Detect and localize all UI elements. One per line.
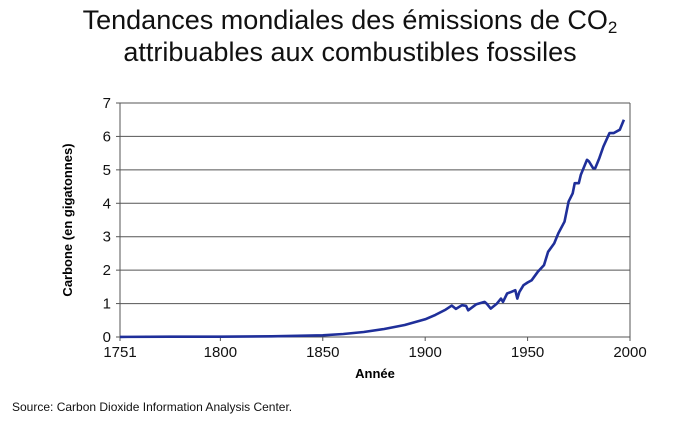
x-tick-label-1751: 1751 [103, 344, 136, 361]
emissions-series-line [119, 119, 626, 339]
y-tick-labels: 0 1 2 3 4 5 6 7 [103, 95, 120, 346]
y-tick-label-2: 2 [103, 262, 111, 279]
gridlines [120, 102, 630, 305]
x-axis-label: Année [355, 366, 395, 381]
co2-subscript: 2 [607, 18, 618, 37]
y-tick-label-4: 4 [103, 195, 111, 212]
chart-title-line-2: attribuables aux combustibles fossiles [123, 37, 577, 67]
x-tick-label-1900: 1900 [408, 344, 441, 361]
y-tick-label-1: 1 [103, 296, 111, 313]
chart-title: Tendances mondiales des émissions de CO2… [0, 4, 700, 68]
x-tick-labels: 1751 1800 1850 1900 1950 2000 [103, 337, 647, 361]
y-tick-label-0: 0 [103, 329, 111, 346]
x-tick-label-1850: 1850 [306, 344, 339, 361]
axes [119, 103, 631, 338]
y-tick-label-5: 5 [103, 162, 111, 179]
y-tick-label-6: 6 [103, 128, 111, 145]
x-tick-label-2000: 2000 [613, 344, 646, 361]
x-tick-label-1950: 1950 [511, 344, 544, 361]
y-tick-label-7: 7 [103, 95, 111, 112]
chart-title-line-1: Tendances mondiales des émissions de CO [82, 5, 608, 35]
x-tick-label-1800: 1800 [204, 344, 237, 361]
source-note: Source: Carbon Dioxide Information Analy… [12, 400, 293, 414]
y-tick-label-3: 3 [103, 229, 111, 246]
y-axis-label: Carbone (en gigatonnes) [60, 143, 75, 296]
